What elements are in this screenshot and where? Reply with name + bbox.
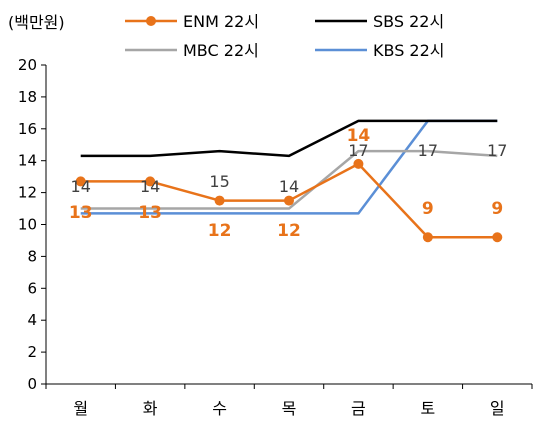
x-tick-label: 토 <box>420 399 435 418</box>
data-label-sbs: 17 <box>348 141 368 160</box>
x-tick-label: 화 <box>143 399 158 418</box>
y-tick-label: 10 <box>18 216 37 234</box>
x-tick-label: 목 <box>282 399 297 418</box>
legend-label: MBC 22시 <box>183 41 259 60</box>
series-layer <box>75 119 503 243</box>
legend-label: SBS 22시 <box>373 12 444 31</box>
y-tick-label: 0 <box>27 375 37 393</box>
data-label-sbs: 14 <box>71 177 91 196</box>
y-tick-label: 4 <box>27 311 37 329</box>
series-point <box>492 232 503 243</box>
y-tick-label: 16 <box>18 120 37 138</box>
data-label-sbs: 15 <box>209 172 229 191</box>
series-point <box>353 158 364 169</box>
data-label-enm: 9 <box>422 199 434 219</box>
y-tick-label: 20 <box>18 56 37 74</box>
x-tick-label: 금 <box>351 399 366 418</box>
y-tick-label: 6 <box>27 279 37 297</box>
x-tick-label: 수 <box>212 399 227 418</box>
y-tick-label: 2 <box>27 343 37 361</box>
series-point <box>422 232 433 243</box>
y-tick-label: 8 <box>27 247 37 265</box>
y-tick-label: 18 <box>18 88 37 106</box>
y-axis: 0 2 4 6 8 10 12 14 16 18 20 <box>18 56 47 393</box>
data-label-enm: 13 <box>138 203 162 223</box>
data-label-sbs: 14 <box>140 177 160 196</box>
data-label-enm: 14 <box>347 126 371 146</box>
data-label-sbs: 17 <box>487 141 507 160</box>
data-label-enm: 12 <box>208 221 232 241</box>
data-label-sbs: 14 <box>279 177 299 196</box>
y-unit-label: (백만원) <box>8 13 65 32</box>
series-point <box>145 176 156 187</box>
data-label-enm: 13 <box>69 203 93 223</box>
series-line-1 <box>80 119 498 158</box>
data-label-sbs: 17 <box>418 141 438 160</box>
legend: ENM 22시 SBS 22시 MBC 22시 KBS 22시 <box>125 12 445 60</box>
series-point <box>75 176 86 187</box>
x-tick-label: 일 <box>490 399 505 418</box>
legend-label: ENM 22시 <box>183 12 259 31</box>
y-tick-label: 14 <box>18 152 37 170</box>
legend-label: KBS 22시 <box>373 41 445 60</box>
series-point <box>214 195 225 206</box>
data-label-enm: 12 <box>277 221 301 241</box>
series-point <box>284 195 294 206</box>
data-label-enm: 9 <box>491 199 503 219</box>
x-tick-label: 월 <box>73 399 88 418</box>
legend-marker <box>146 16 156 26</box>
series-line-2 <box>80 149 498 210</box>
y-tick-label: 12 <box>18 184 37 202</box>
